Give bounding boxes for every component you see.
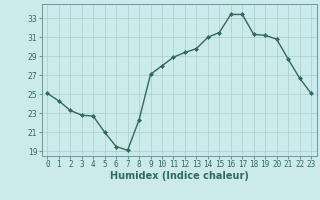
X-axis label: Humidex (Indice chaleur): Humidex (Indice chaleur)	[110, 171, 249, 181]
